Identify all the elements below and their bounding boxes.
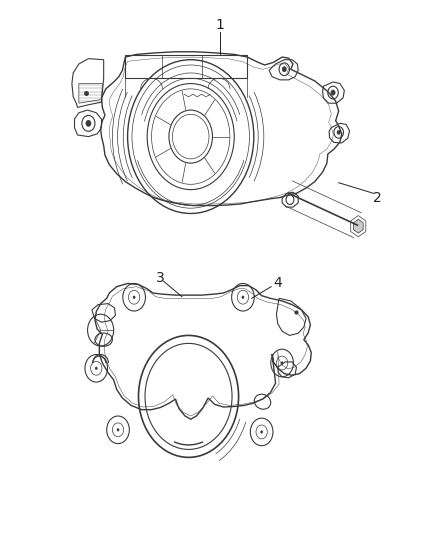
Text: 4: 4 (273, 277, 282, 290)
Text: 2: 2 (374, 191, 382, 205)
Circle shape (281, 361, 283, 365)
Circle shape (242, 296, 244, 299)
Circle shape (260, 430, 263, 433)
Circle shape (133, 296, 135, 299)
Text: 3: 3 (156, 271, 165, 285)
Polygon shape (353, 219, 363, 233)
Circle shape (95, 367, 98, 370)
Circle shape (337, 130, 340, 134)
Text: 1: 1 (215, 18, 224, 33)
Circle shape (86, 120, 91, 126)
Circle shape (117, 428, 119, 431)
Circle shape (331, 90, 335, 95)
Circle shape (282, 67, 286, 72)
